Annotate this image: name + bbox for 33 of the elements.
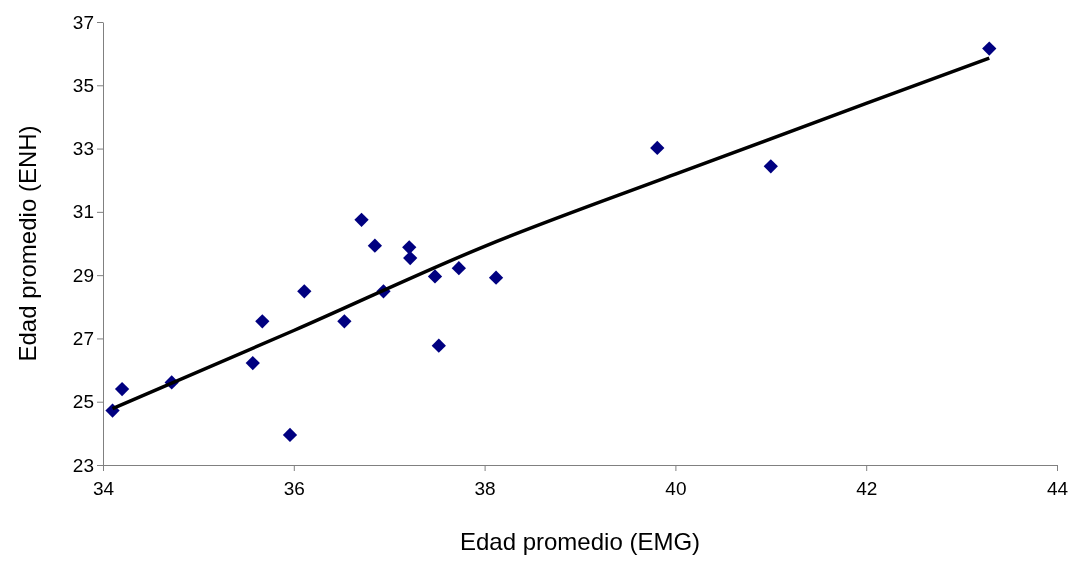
y-tick-label: 37 — [72, 11, 94, 33]
point — [982, 41, 997, 56]
point — [297, 284, 312, 299]
y-tick-label: 25 — [72, 391, 94, 413]
y-tick-label: 27 — [72, 328, 94, 350]
x-tick-label: 36 — [283, 477, 305, 499]
point — [337, 314, 352, 329]
point — [650, 140, 665, 156]
y-tick-label: 31 — [72, 201, 94, 223]
point — [431, 338, 446, 353]
x-tick-label: 34 — [92, 477, 115, 499]
y-axis-title: Edad promedio (ENH) — [14, 125, 41, 362]
y-tick-label: 29 — [72, 264, 94, 286]
point — [402, 240, 417, 255]
point — [255, 314, 270, 329]
y-tick-label: 33 — [72, 138, 94, 160]
point — [282, 427, 298, 443]
x-tick-label: 38 — [474, 477, 496, 499]
point — [763, 159, 778, 174]
y-tick-label: 35 — [72, 74, 94, 96]
y-tick-label: 23 — [72, 454, 94, 476]
point — [427, 269, 443, 284]
x-tick-label: 44 — [1046, 477, 1069, 499]
x-tick-label: 40 — [665, 477, 687, 499]
point — [354, 212, 369, 227]
point — [114, 381, 130, 397]
x-axis-title: Edad promedio (EMG) — [459, 528, 701, 555]
point — [367, 238, 383, 253]
x-tick-label: 42 — [856, 477, 878, 499]
point — [245, 355, 260, 371]
point — [488, 270, 504, 285]
point — [451, 261, 466, 276]
point — [403, 250, 418, 266]
